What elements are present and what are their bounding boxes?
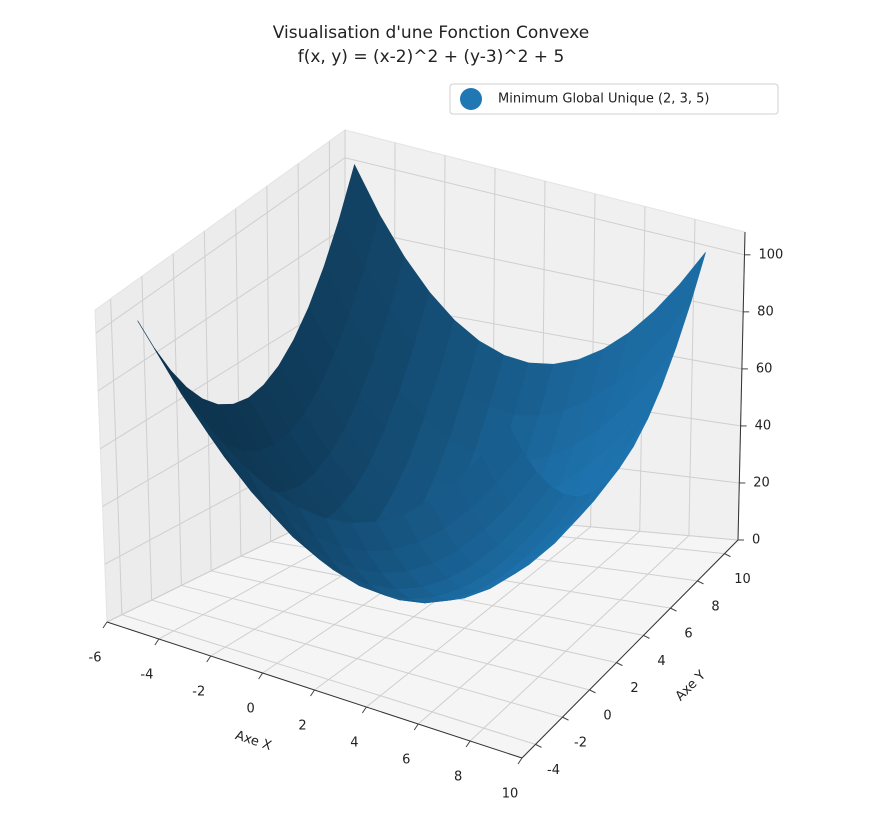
y-tick-label: 4 — [657, 654, 665, 669]
x-tick-label: 8 — [454, 770, 462, 785]
x-axis-label: Axe X — [233, 728, 273, 754]
x-tick-label: 6 — [402, 753, 410, 768]
x-tick — [102, 621, 108, 629]
y-tick-label: -4 — [547, 763, 560, 778]
grid-line — [469, 535, 690, 742]
z-tick-label: 20 — [753, 475, 770, 490]
y-tick — [535, 743, 542, 748]
grid-line — [151, 599, 563, 718]
y-tick — [643, 634, 650, 639]
x-tick — [361, 706, 367, 714]
x-tick — [258, 672, 264, 680]
z-tick-label: 40 — [755, 418, 772, 433]
z-tick-label: 100 — [758, 247, 783, 262]
grid-line — [181, 584, 590, 691]
y-tick — [670, 607, 677, 612]
grid-line — [110, 298, 123, 615]
z-tick-label: 60 — [756, 361, 773, 376]
surface — [137, 163, 706, 604]
y-tick — [697, 580, 704, 585]
y-tick — [562, 716, 569, 721]
legend: Minimum Global Unique (2, 3, 5) — [449, 83, 779, 115]
grid-line — [417, 530, 641, 725]
x-tick-label: -6 — [89, 651, 102, 666]
y-tick-label: 8 — [711, 599, 719, 614]
y-tick-label: 2 — [630, 681, 638, 696]
x-tick-label: 2 — [298, 719, 306, 734]
y-tick — [589, 689, 596, 694]
y-tick-label: 6 — [684, 627, 692, 642]
x-tick — [517, 757, 523, 765]
y-tick-label: 10 — [734, 572, 751, 587]
chart-subtitle: f(x, y) = (x-2)^2 + (y-3)^2 + 5 — [298, 47, 565, 67]
x-tick-label: 0 — [246, 702, 254, 717]
grid-line — [97, 226, 346, 392]
y-tick-label: -2 — [574, 736, 587, 751]
y-tick-label: 0 — [603, 708, 611, 723]
grid-line — [172, 253, 182, 586]
grid-line — [344, 157, 745, 256]
legend-box — [449, 83, 779, 115]
axis-line — [521, 539, 739, 759]
surface-patch — [481, 423, 523, 484]
x-tick — [206, 655, 212, 663]
x-tick — [154, 638, 160, 646]
y-tick — [616, 662, 623, 667]
x-tick-label: 10 — [502, 787, 519, 802]
grid-line — [211, 570, 617, 664]
y-tick — [724, 553, 731, 558]
grid-line — [366, 526, 591, 708]
grid-line — [235, 208, 242, 557]
axis-line — [737, 231, 746, 541]
grid-line — [121, 614, 536, 745]
grid-line — [95, 157, 346, 334]
x-tick — [413, 723, 419, 731]
x-tick-label: -4 — [140, 668, 153, 683]
axis-line — [106, 621, 523, 759]
x-tick — [310, 689, 315, 697]
x-tick-label: -2 — [192, 685, 205, 700]
y-axis-label: Axe Y — [673, 668, 709, 704]
z-tick-label: 0 — [752, 533, 760, 548]
legend-marker — [460, 88, 482, 110]
z-tick-label: 80 — [757, 304, 774, 319]
chart-title: Visualisation d'une Fonction Convexe — [273, 23, 590, 43]
legend-label: Minimum Global Unique (2, 3, 5) — [498, 92, 709, 107]
x-tick-label: 4 — [350, 736, 358, 751]
x-tick — [465, 740, 471, 748]
